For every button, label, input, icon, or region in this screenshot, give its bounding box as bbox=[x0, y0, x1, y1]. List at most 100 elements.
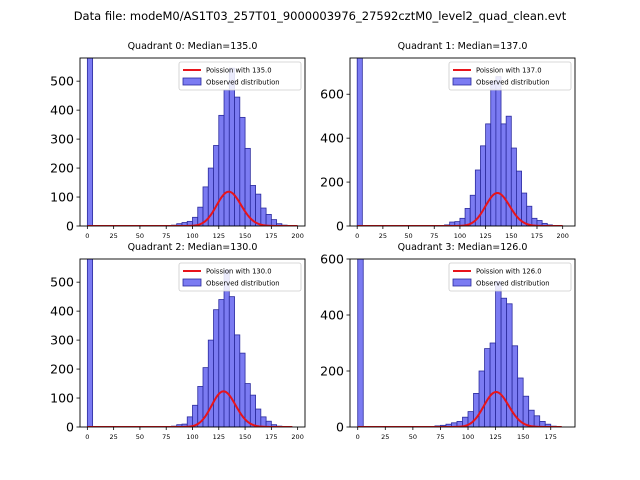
x-tick-label: 25 bbox=[379, 232, 387, 240]
legend-bar-label: Observed distribution bbox=[206, 79, 280, 87]
histogram-bar bbox=[526, 205, 533, 226]
histogram-bar bbox=[265, 420, 272, 427]
y-tick-label: 400 bbox=[50, 304, 74, 319]
x-tick-label: 125 bbox=[489, 433, 501, 441]
histogram-bar bbox=[260, 207, 267, 226]
x-tick-label: 125 bbox=[479, 232, 491, 240]
x-tick-label: 75 bbox=[436, 433, 444, 441]
x-tick-label: 175 bbox=[531, 232, 543, 240]
legend-box bbox=[448, 262, 572, 292]
x-tick-label: 175 bbox=[265, 433, 277, 441]
subplot-title: Quadrant 0: Median=135.0 bbox=[128, 41, 258, 52]
x-tick-label: 150 bbox=[239, 433, 251, 441]
legend-box bbox=[178, 262, 302, 292]
x-tick-label: 175 bbox=[545, 433, 557, 441]
histogram-bar bbox=[533, 415, 541, 427]
poisson-curve bbox=[87, 390, 293, 427]
x-tick-label: 150 bbox=[505, 232, 517, 240]
histogram-bar bbox=[489, 342, 496, 427]
legend-bar-swatch bbox=[182, 278, 202, 287]
subplot-quadrant-2: Quadrant 2: Median=130.0 0 25 50 75 100 125 150… bbox=[50, 242, 306, 441]
histogram-bar bbox=[490, 80, 497, 226]
axes-frame bbox=[349, 57, 576, 227]
subplot-title: Quadrant 1: Median=137.0 bbox=[398, 41, 528, 52]
x-tick-label: 100 bbox=[462, 433, 474, 441]
histogram-bars bbox=[356, 58, 553, 226]
legend-box bbox=[448, 61, 572, 91]
histogram-bar bbox=[505, 115, 512, 226]
x-tick-label: 0 bbox=[85, 433, 89, 441]
histogram-bar bbox=[234, 334, 241, 427]
y-tick-label: 200 bbox=[320, 364, 344, 379]
y-tick-label: 400 bbox=[50, 103, 74, 118]
y-tick-label: 400 bbox=[320, 308, 344, 323]
histogram-bar bbox=[265, 214, 272, 226]
legend: Poission with 135.0 Observed distribution bbox=[178, 61, 302, 91]
y-tick-label: 200 bbox=[320, 175, 344, 190]
histogram-bar bbox=[213, 145, 220, 226]
x-tick-label: 50 bbox=[409, 433, 417, 441]
histogram-bar bbox=[223, 89, 230, 226]
x-tick-label: 25 bbox=[381, 433, 389, 441]
histogram-bar bbox=[473, 392, 480, 427]
legend-box bbox=[178, 61, 302, 91]
y-tick-label: 0 bbox=[66, 420, 74, 435]
histogram-bar bbox=[495, 280, 502, 427]
histogram-bar bbox=[500, 123, 507, 226]
y-tick-label: 200 bbox=[50, 161, 74, 176]
histogram-bar bbox=[255, 193, 262, 226]
legend-bar-label: Observed distribution bbox=[476, 79, 550, 87]
x-tick-label: 50 bbox=[404, 232, 412, 240]
histogram-bar bbox=[249, 394, 256, 427]
x-tick-label: 75 bbox=[430, 232, 438, 240]
subplot-quadrant-0: Quadrant 0: Median=135.0 0 25 50 75 100 125 150… bbox=[50, 41, 306, 240]
legend-line-label: Poission with 126.0 bbox=[476, 268, 542, 276]
x-tick-label: 200 bbox=[291, 232, 303, 240]
x-tick-label: 100 bbox=[186, 232, 198, 240]
x-tick-label: 150 bbox=[239, 232, 251, 240]
histogram-bar bbox=[500, 297, 508, 427]
y-tick-label: 100 bbox=[50, 391, 74, 406]
y-tick-label: 300 bbox=[50, 132, 74, 147]
x-tick-label: 50 bbox=[136, 433, 144, 441]
histogram-bar bbox=[228, 67, 235, 226]
histogram-bar bbox=[213, 309, 220, 427]
histogram-bar bbox=[223, 269, 230, 427]
x-tick-label: 100 bbox=[186, 433, 198, 441]
y-tick-label: 0 bbox=[336, 420, 344, 435]
y-tick-label: 500 bbox=[50, 275, 74, 290]
x-tick-label: 25 bbox=[110, 433, 118, 441]
histogram-bar bbox=[218, 114, 225, 226]
legend-line-label: Poission with 130.0 bbox=[206, 268, 272, 276]
x-tick-label: 0 bbox=[355, 232, 359, 240]
histogram-bar bbox=[522, 395, 530, 427]
histogram-bar bbox=[356, 58, 363, 226]
x-tick-label: 0 bbox=[356, 433, 360, 441]
histogram-bar bbox=[234, 96, 241, 226]
x-tick-label: 50 bbox=[136, 232, 144, 240]
subplot-title: Quadrant 2: Median=130.0 bbox=[128, 242, 258, 253]
histogram-bar bbox=[495, 76, 502, 226]
histogram-bar bbox=[255, 408, 262, 427]
x-tick-label: 100 bbox=[454, 232, 466, 240]
x-tick-label: 25 bbox=[110, 232, 118, 240]
legend-bar-label: Observed distribution bbox=[476, 280, 550, 288]
x-tick-label: 125 bbox=[213, 232, 225, 240]
histogram-bar bbox=[528, 409, 535, 427]
y-tick-label: 400 bbox=[320, 131, 344, 146]
x-tick-label: 200 bbox=[556, 232, 568, 240]
x-tick-label: 75 bbox=[162, 232, 170, 240]
legend: Poission with 126.0 Observed distribution bbox=[448, 262, 572, 292]
x-tick-label: 75 bbox=[162, 433, 170, 441]
y-tick-label: 600 bbox=[320, 87, 344, 102]
legend-line-label: Poission with 135.0 bbox=[206, 67, 272, 75]
y-tick-label: 0 bbox=[66, 219, 74, 234]
legend: Poission with 137.0 Observed distribution bbox=[448, 61, 572, 91]
histogram-bar bbox=[218, 299, 225, 427]
legend-bar-swatch bbox=[452, 278, 472, 287]
histogram-bars bbox=[357, 259, 557, 427]
histogram-bar bbox=[485, 123, 492, 226]
x-tick-label: 150 bbox=[517, 433, 529, 441]
legend-line-label: Poission with 137.0 bbox=[476, 67, 542, 75]
